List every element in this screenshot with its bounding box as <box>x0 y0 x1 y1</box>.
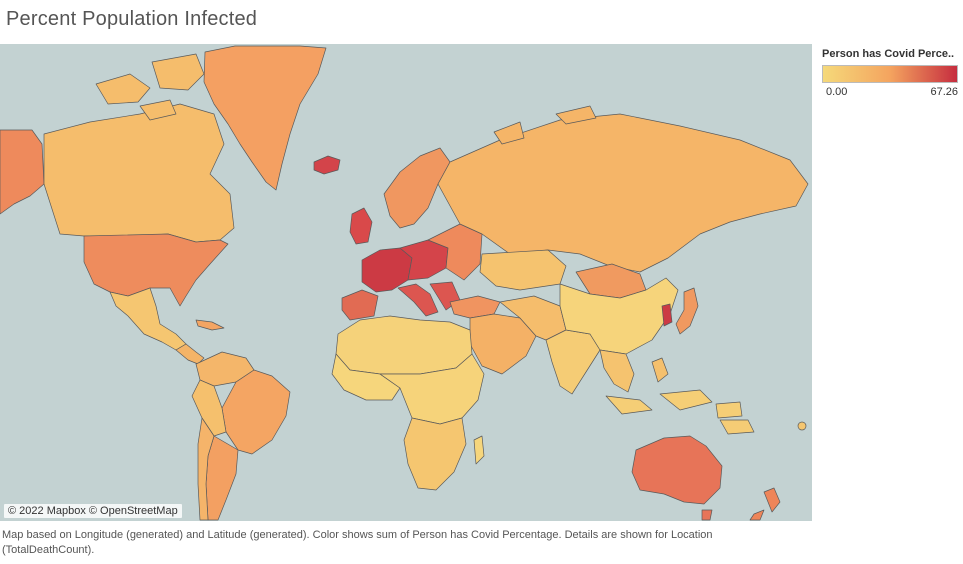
region-iceland[interactable] <box>313 155 341 175</box>
region-new-zealand[interactable] <box>749 487 781 521</box>
region-caribbean[interactable] <box>195 319 225 331</box>
region-arctic-islands[interactable] <box>493 105 597 145</box>
region-china[interactable] <box>559 277 679 355</box>
legend-title: Person has Covid Perce.. <box>822 48 955 60</box>
region-west-africa[interactable] <box>331 353 401 401</box>
map-caption: Map based on Longitude (generated) and L… <box>2 529 713 556</box>
legend-color-ramp <box>822 65 958 83</box>
region-central-africa[interactable] <box>379 353 485 425</box>
region-pacific-island[interactable] <box>797 421 807 431</box>
region-kazakhstan[interactable] <box>479 249 567 291</box>
region-central-america[interactable] <box>175 343 205 365</box>
legend-max-value: 67.26 <box>930 86 958 98</box>
page-title: Percent Population Infected <box>6 8 258 30</box>
region-peru-bolivia[interactable] <box>191 379 227 437</box>
legend-range: 0.00 67.26 <box>822 86 960 100</box>
region-australia[interactable] <box>631 435 723 505</box>
region-iberia[interactable] <box>341 289 379 321</box>
region-philippines[interactable] <box>651 357 669 383</box>
region-korea[interactable] <box>661 303 673 327</box>
region-north-africa[interactable] <box>335 315 473 375</box>
region-madagascar[interactable] <box>473 435 485 465</box>
region-russia[interactable] <box>437 113 809 273</box>
region-uk[interactable] <box>349 207 373 245</box>
legend-min-value: 0.00 <box>826 86 848 98</box>
region-greenland[interactable] <box>203 45 327 191</box>
region-southeast-asia[interactable] <box>599 349 635 393</box>
region-japan[interactable] <box>675 287 699 335</box>
region-middle-east[interactable] <box>469 313 537 375</box>
region-papua-new-guinea[interactable] <box>719 419 755 435</box>
map-canvas[interactable] <box>0 44 812 521</box>
region-alaska[interactable] <box>0 129 45 215</box>
color-legend: Person has Covid Perce.. 0.00 67.26 <box>822 48 960 100</box>
map-attribution[interactable]: © 2022 Mapbox © OpenStreetMap <box>4 504 182 518</box>
region-indonesia[interactable] <box>605 389 743 419</box>
region-tasmania[interactable] <box>701 509 713 521</box>
region-chile[interactable] <box>197 417 215 521</box>
region-united-states[interactable] <box>83 233 229 307</box>
region-southern-africa[interactable] <box>403 417 467 491</box>
region-canada-islands[interactable] <box>95 53 205 121</box>
world-map[interactable]: © 2022 Mapbox © OpenStreetMap <box>0 44 812 521</box>
